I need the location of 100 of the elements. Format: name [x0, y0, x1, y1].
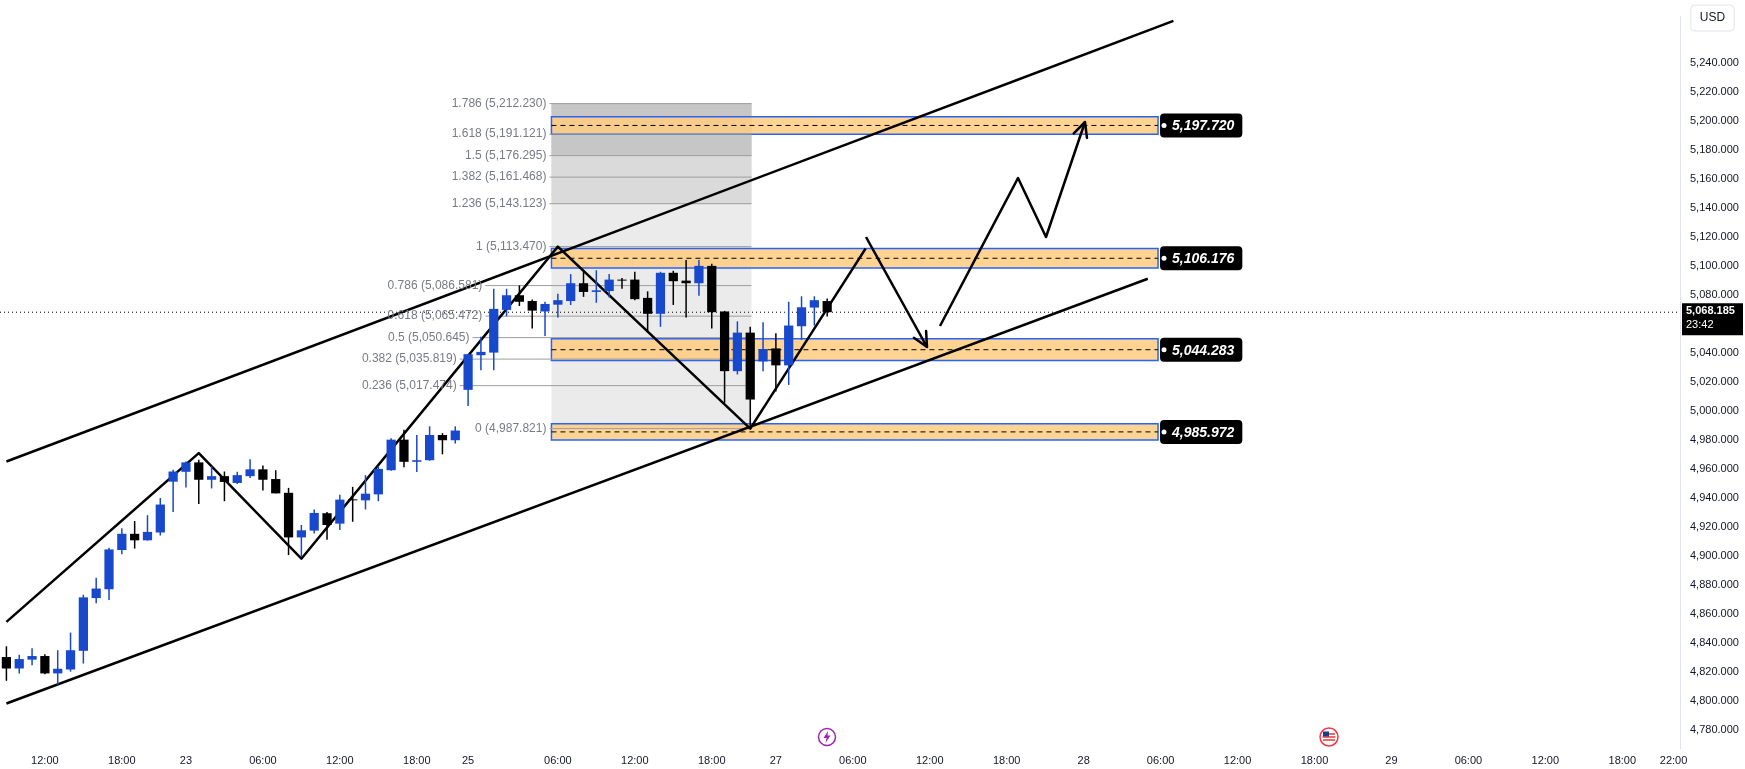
candlestick — [758, 321, 768, 372]
candlestick — [604, 273, 614, 299]
candlestick — [796, 295, 807, 341]
candlestick — [206, 465, 217, 490]
x-tick-label: 06:00 — [839, 753, 867, 766]
x-tick-label: 23 — [179, 753, 193, 766]
y-tick-label: 5,080.000 — [1690, 288, 1739, 301]
x-tick-label: 12:00 — [1223, 753, 1252, 766]
y-tick-label: 5,140.000 — [1690, 201, 1739, 214]
y-tick-label: 4,900.000 — [1690, 548, 1739, 561]
x-tick-label: 29 — [1385, 753, 1398, 766]
candlestick — [245, 458, 255, 479]
candlestick — [142, 514, 153, 542]
candlestick — [296, 524, 306, 558]
candlestick — [501, 287, 512, 318]
x-tick-label: 12:00 — [621, 753, 649, 766]
candlestick — [591, 269, 601, 304]
y-tick-label: 5,040.000 — [1690, 346, 1739, 359]
candlestick — [258, 464, 268, 492]
candlestick — [566, 273, 576, 306]
y-tick-label: 5,220.000 — [1690, 85, 1739, 98]
candlestick — [91, 577, 101, 605]
candlestick — [14, 653, 24, 675]
ref-line-label: 5,068.185 23:42 — [1686, 304, 1735, 331]
x-tick-label: 18:00 — [403, 753, 431, 766]
ref-line-label: 1 (5,113.470) — [475, 238, 547, 253]
candlestick — [181, 460, 191, 489]
candlestick — [437, 432, 448, 456]
x-tick-label: 25 — [461, 753, 475, 766]
band-label: 5,106.176 — [1172, 250, 1235, 267]
ref-line-label: 1.618 (5,191.121) — [451, 126, 547, 141]
x-tick-label: 18:00 — [108, 753, 136, 766]
candlestick — [399, 429, 409, 469]
candlestick — [540, 301, 550, 337]
x-tick-label: 18:00 — [697, 753, 726, 766]
candlestick — [194, 459, 204, 505]
ref-line-label: 1.236 (5,143.123) — [451, 196, 547, 210]
candlestick — [117, 527, 127, 556]
x-tick-label: 18:00 — [1300, 753, 1329, 766]
candlestick — [309, 508, 319, 535]
y-tick-label: 5,160.000 — [1690, 172, 1739, 185]
candlestick — [553, 292, 563, 319]
x-tick-label: 06:00 — [544, 753, 572, 766]
y-tick-label: 4,940.000 — [1690, 490, 1739, 503]
y-tick-label: 4,860.000 — [1690, 606, 1739, 619]
y-tick-label: 5,020.000 — [1690, 375, 1739, 388]
candlestick — [322, 511, 332, 541]
x-tick-label: 06:00 — [1146, 753, 1175, 766]
candlestick — [219, 470, 230, 502]
y-tick-label: 4,780.000 — [1690, 722, 1739, 735]
candlestick — [630, 271, 640, 301]
x-tick-label: 12:00 — [916, 753, 944, 766]
ref-line-label: 0 (4,987.821) — [475, 420, 547, 435]
candlestick — [27, 647, 37, 666]
x-tick-label: 06:00 — [249, 753, 277, 766]
candlestick — [348, 486, 358, 523]
ref-line-label: 1.5 (5,176.295) — [465, 147, 547, 162]
candlestick — [694, 259, 704, 297]
y-tick-label: 5,000.000 — [1690, 404, 1739, 417]
x-tick-label: 12:00 — [326, 753, 354, 766]
x-tick-label: 12:00 — [1531, 753, 1560, 766]
candlestick — [617, 277, 627, 290]
ref-line-label: 1.382 (5,161.468) — [451, 169, 547, 184]
candlestick — [65, 631, 76, 673]
band-label: 5,197.720 — [1172, 117, 1235, 134]
band-label: 4,985.972 — [1171, 423, 1235, 440]
candlestick — [578, 269, 589, 298]
y-tick-label: 4,980.000 — [1690, 432, 1739, 445]
x-tick-label: 18:00 — [1608, 753, 1637, 766]
band-label: 5,044.283 — [1172, 341, 1235, 358]
candlestick — [668, 270, 678, 306]
candlestick — [809, 295, 819, 327]
y-tick-label: 4,880.000 — [1690, 577, 1739, 590]
y-tick-label: 4,840.000 — [1690, 635, 1739, 648]
candlestick — [40, 653, 50, 676]
y-tick-label: 5,200.000 — [1690, 114, 1739, 127]
y-axis-title: USD — [1699, 10, 1726, 25]
y-tick-label: 5,100.000 — [1690, 259, 1739, 272]
x-tick-label: 22:00 — [1659, 753, 1688, 766]
x-tick-label: 28 — [1077, 753, 1090, 766]
y-tick-label: 4,960.000 — [1690, 461, 1739, 474]
y-tick-label: 5,120.000 — [1690, 230, 1739, 243]
x-tick-label: 18:00 — [992, 753, 1021, 766]
x-tick-label: 27 — [769, 753, 782, 766]
candlestick — [168, 468, 178, 513]
x-tick-label: 12:00 — [31, 753, 59, 766]
y-tick-label: 4,920.000 — [1690, 519, 1739, 532]
candlestick — [476, 335, 486, 372]
ref-line-label: 1.786 (5,212.230) — [451, 95, 547, 110]
candlestick — [514, 284, 525, 307]
candlestick — [412, 434, 422, 473]
x-tick-label: 06:00 — [1454, 753, 1483, 766]
ref-line-label: 0.382 (5,035.819) — [361, 351, 457, 366]
candlestick — [130, 520, 140, 550]
candlestick — [1, 645, 12, 682]
y-tick-label: 4,820.000 — [1690, 664, 1739, 677]
y-tick-label: 5,240.000 — [1690, 56, 1739, 69]
y-tick-label: 5,180.000 — [1690, 143, 1739, 156]
ref-line-label: 0.5 (5,050.645) — [388, 329, 470, 344]
y-tick-label: 4,800.000 — [1690, 693, 1739, 706]
